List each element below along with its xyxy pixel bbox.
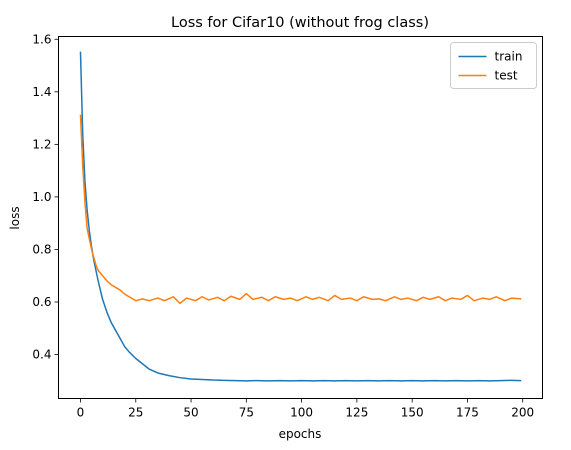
y-tick-label: 0.6	[32, 295, 51, 309]
series-layer	[79, 51, 522, 382]
legend-label-train: train	[495, 50, 523, 64]
x-tick-label: 25	[128, 406, 143, 420]
legend-label-test: test	[495, 69, 518, 83]
y-tick-label: 0.4	[32, 348, 51, 362]
chart-title: Loss for Cifar10 (without frog class)	[171, 15, 429, 31]
legend: train test	[450, 42, 537, 89]
plot-frame	[58, 36, 543, 399]
x-tick-label: 50	[183, 406, 198, 420]
x-tick-label: 75	[239, 406, 254, 420]
legend-box	[450, 42, 537, 89]
series-line-train	[79, 51, 522, 382]
y-tick-label: 1.0	[32, 190, 51, 204]
y-tick-label: 1.2	[32, 137, 51, 151]
x-tick-label: 175	[456, 406, 479, 420]
x-tick-label: 150	[401, 406, 424, 420]
x-tick-label: 200	[511, 406, 534, 420]
ticks-layer: 0 25 50 75 100 125 150 175 200 0.4 0.6 0.8 1.0 1.2 1.4…	[32, 32, 534, 419]
x-tick-label: 125	[345, 406, 368, 420]
y-tick-label: 1.4	[32, 85, 51, 99]
x-tick-label: 100	[290, 406, 313, 420]
y-axis-title: loss	[8, 206, 22, 229]
series-line-test	[79, 114, 522, 305]
x-axis-title: epochs	[279, 427, 322, 441]
y-tick-label: 0.8	[32, 242, 51, 256]
y-tick-label: 1.6	[32, 32, 51, 46]
x-tick-label: 0	[77, 406, 85, 420]
